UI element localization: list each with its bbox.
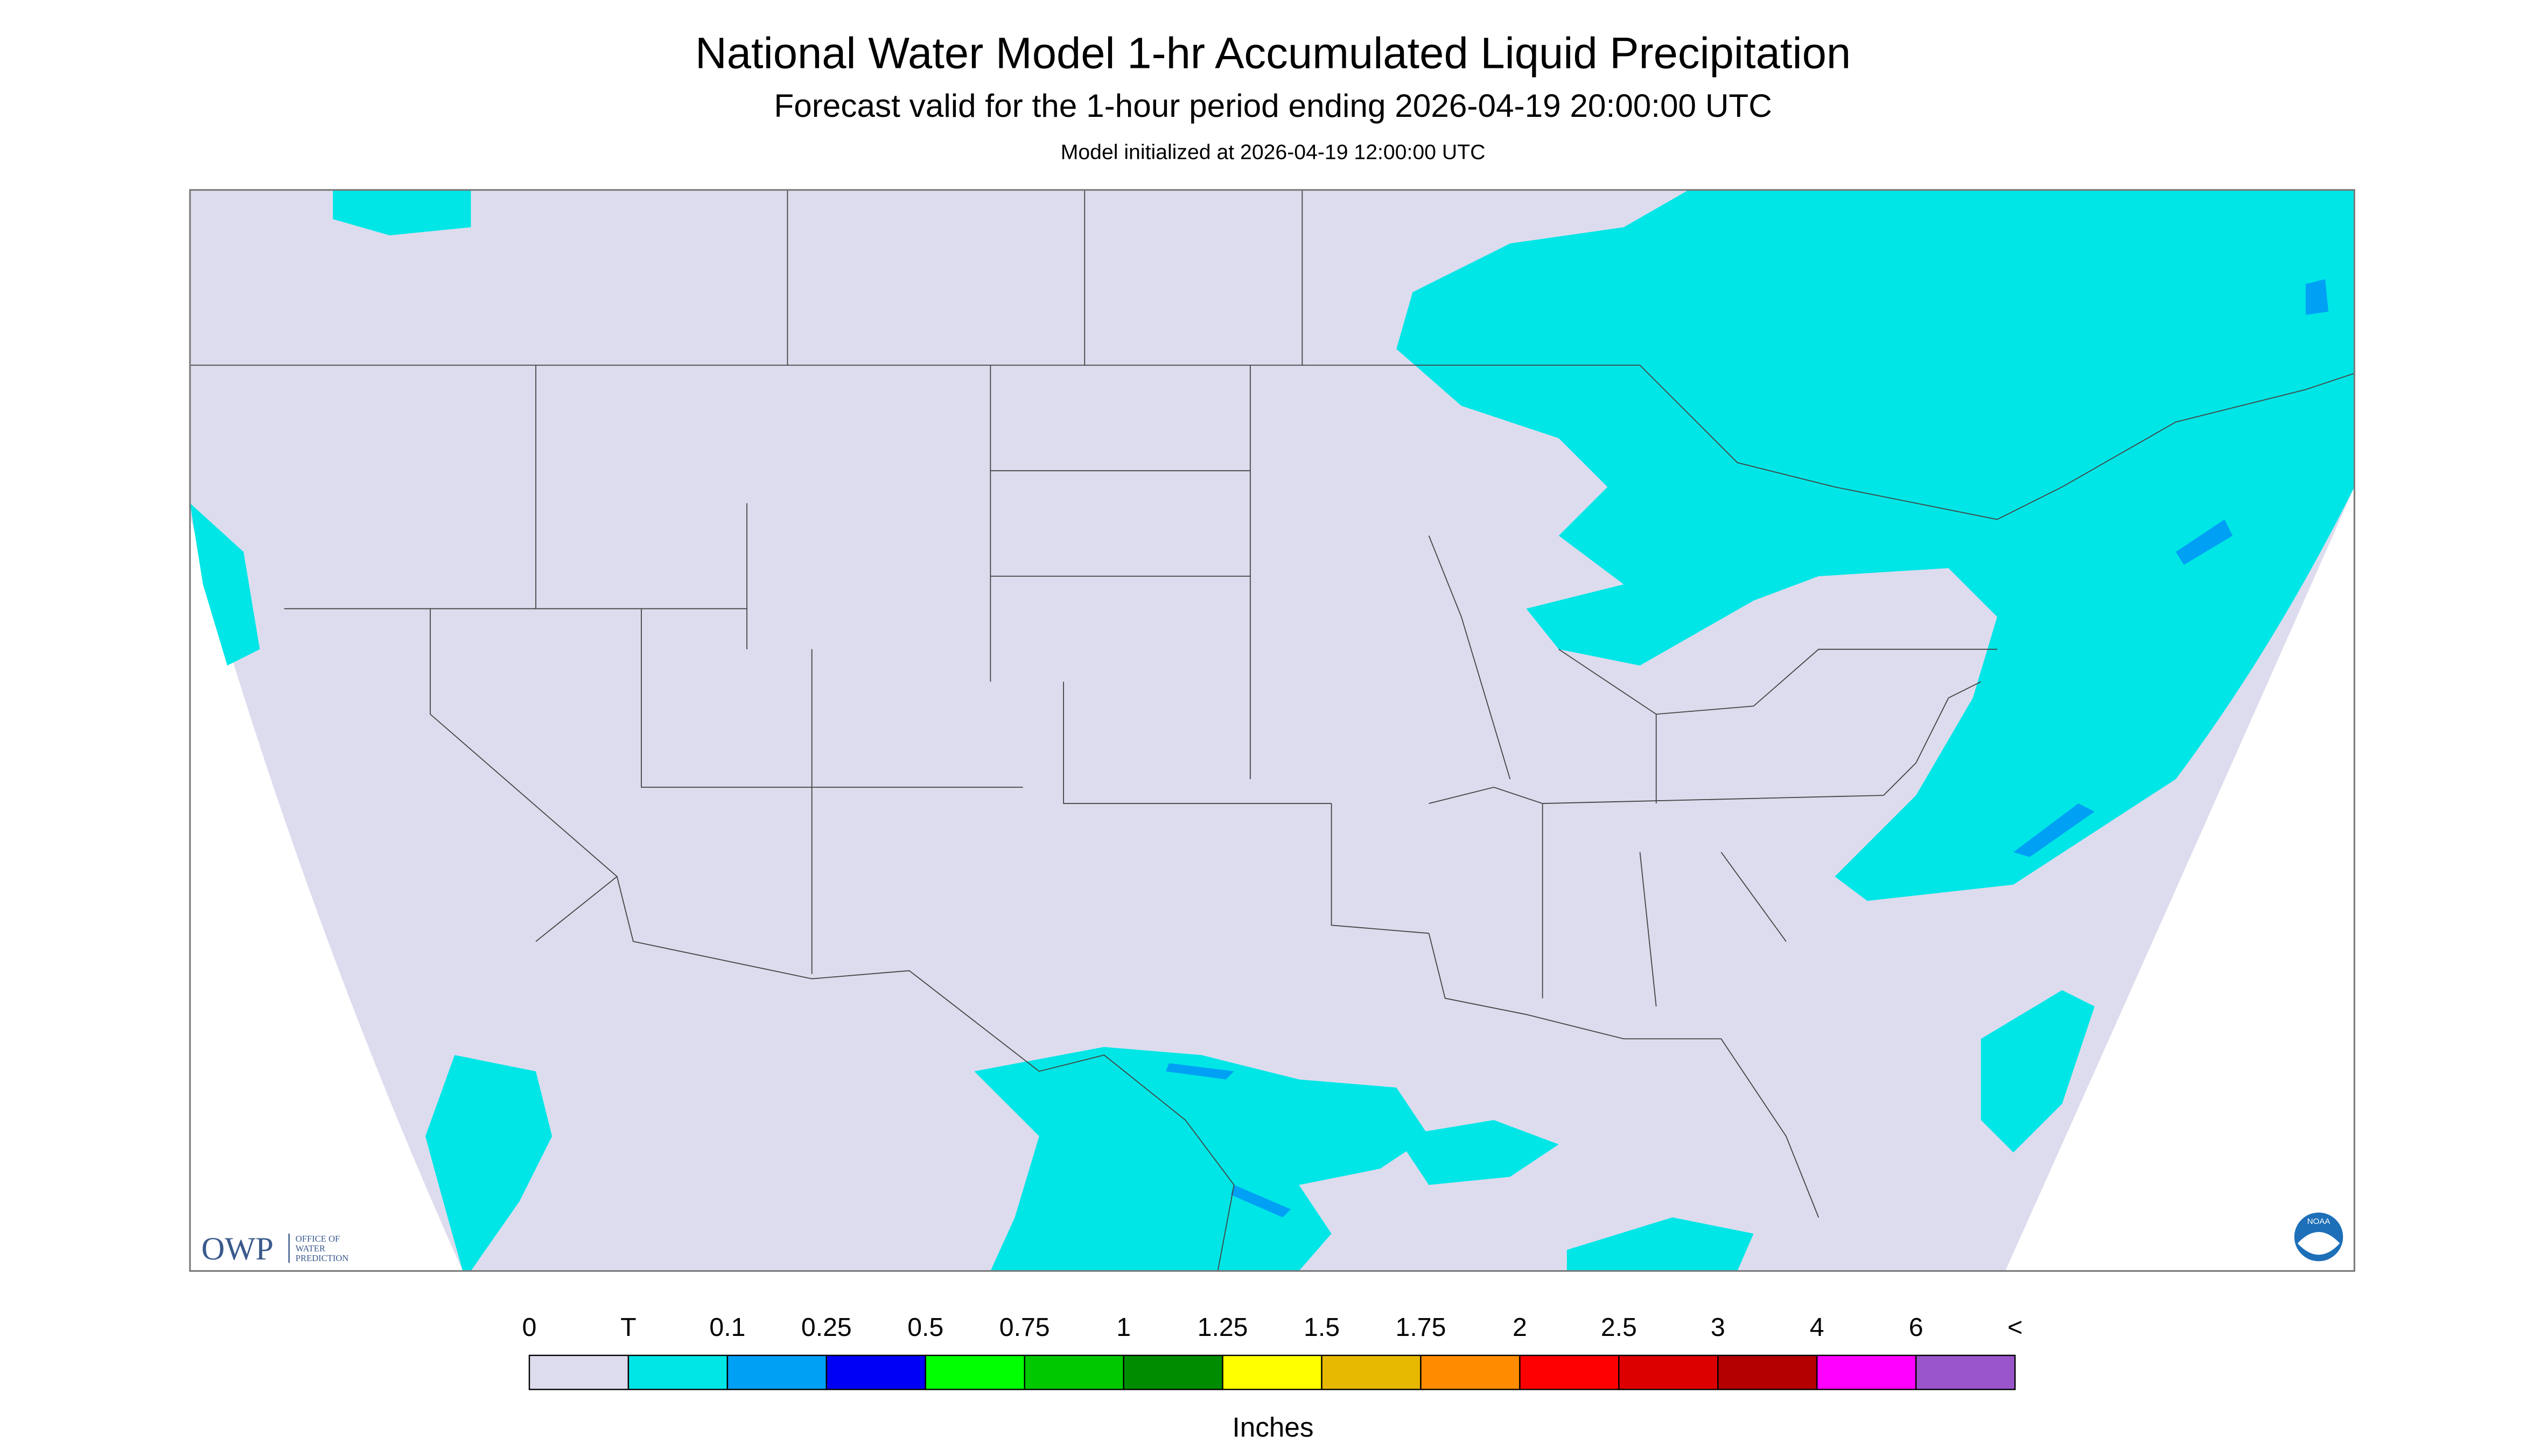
noaa-logo-wave	[2297, 1232, 2340, 1255]
map-frame	[189, 189, 2355, 1272]
legend-swatch	[1420, 1354, 1521, 1390]
legend-swatch	[825, 1354, 926, 1390]
subtitle: Forecast valid for the 1-hour period end…	[774, 87, 1772, 124]
legend-label: 1	[1116, 1313, 1131, 1342]
legend-label: 4	[1810, 1313, 1824, 1342]
map: OWP OFFICE OF WATER PREDICTION NOAA	[189, 189, 2355, 1272]
legend-swatch	[1915, 1354, 2016, 1390]
legend-swatch	[1816, 1354, 1917, 1390]
legend: 0 T 0.1 0.25 0.5 0.75 1 1.25 1.5 1.75 2 2.5 3 4 6 <	[522, 1313, 2023, 1390]
legend-swatch	[1321, 1354, 1422, 1390]
init-time: Model initialized at 2026-04-19 12:00:00…	[1061, 141, 1486, 164]
legend-swatch	[528, 1354, 629, 1390]
legend-label: 1.5	[1304, 1313, 1340, 1342]
legend-swatch	[1717, 1354, 1818, 1390]
title: National Water Model 1-hr Accumulated Li…	[695, 29, 1851, 78]
legend-swatch	[925, 1354, 1025, 1390]
legend-unit: Inches	[1233, 1412, 1314, 1443]
legend-label: 2.5	[1601, 1313, 1637, 1342]
legend-label: 0.5	[907, 1313, 943, 1342]
legend-label: 6	[1909, 1313, 1923, 1342]
legend-label: 0.75	[999, 1313, 1050, 1342]
legend-swatch	[1123, 1354, 1223, 1390]
legend-label: 3	[1711, 1313, 1725, 1342]
legend-label: T	[620, 1313, 636, 1342]
legend-swatch	[1618, 1354, 1719, 1390]
legend-label: 0	[522, 1313, 537, 1342]
logo-line: PREDICTION	[296, 1253, 349, 1263]
legend-label: 0.25	[801, 1313, 852, 1342]
legend-label: 1.25	[1198, 1313, 1248, 1342]
precip-trace	[190, 190, 2355, 1271]
legend-swatch	[726, 1354, 828, 1390]
precip-light	[1166, 279, 2329, 1217]
logo-line: WATER	[296, 1243, 326, 1254]
legend-label: 0.1	[709, 1313, 745, 1342]
legend-swatch	[627, 1354, 729, 1390]
logo-abbr: OWP	[201, 1231, 274, 1267]
legend-swatch	[1024, 1354, 1124, 1390]
noaa-text: NOAA	[2307, 1217, 2331, 1226]
legend-swatch	[1519, 1354, 1620, 1390]
legend-label: 1.75	[1396, 1313, 1446, 1342]
legend-label: 2	[1513, 1313, 1527, 1342]
legend-swatch	[1222, 1354, 1323, 1390]
legend-label: <	[2007, 1313, 2023, 1342]
boundaries	[190, 190, 2355, 1271]
logo-line: OFFICE OF	[296, 1234, 340, 1244]
